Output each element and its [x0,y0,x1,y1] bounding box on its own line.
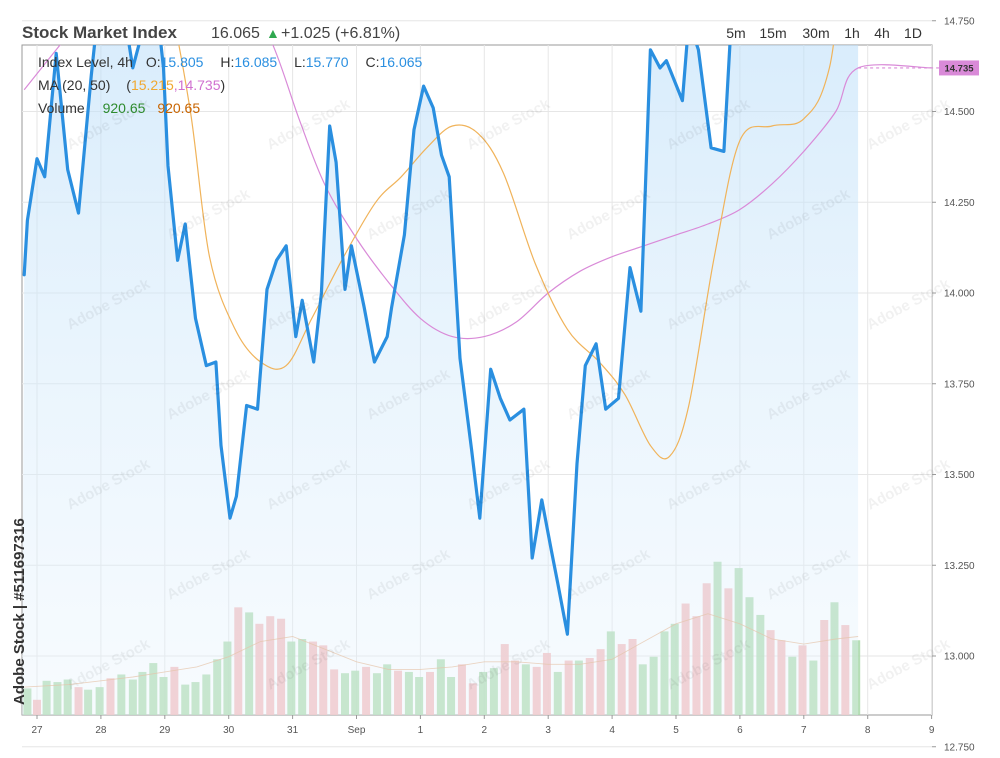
y-tick-label: 13.250 [944,561,975,572]
legend-low-label: L: [294,54,306,70]
price-line-group [22,45,732,636]
chart-title: Stock Market Index [22,23,177,42]
chart-header: Stock Market Index 16.065 ▲ +1.025 (+6.8… [22,23,400,42]
x-tick-label: 31 [287,725,299,736]
legend-volume-label: Volume [38,100,85,116]
legend-high-value: 16.085 [234,54,277,70]
y-tick-label: 12.750 [944,742,975,753]
timeframe-30m-button[interactable]: 30m [802,25,829,41]
x-tick-label: 29 [159,725,171,736]
legend-low-value: 15.770 [306,54,349,70]
up-arrow-icon: ▲ [266,25,280,41]
x-tick-label: 8 [865,725,871,736]
legend-ma-paren-open: ( [126,77,131,93]
x-tick-label: 3 [545,725,551,736]
legend-ma-comma: , [174,77,178,93]
timeframe-15m-button[interactable]: 15m [759,25,786,41]
x-tick-label: 6 [737,725,743,736]
y-tick-label: 14.750 [944,16,975,27]
x-tick-label: 30 [223,725,235,736]
x-tick-label: 4 [609,725,615,736]
timeframe-selector: 5m 15m 30m 1h 4h 1D [726,25,922,41]
y-axis: 16.25016.00015.75015.50015.25015.00014.7… [932,16,975,753]
x-tick-label: 27 [31,725,43,736]
legend-ohlc: Index Level, 4h O:15.805 H:16.085 L:15.7… [38,54,423,70]
ma50-tag-box [939,60,979,76]
legend-open-value: 15.805 [161,54,204,70]
y-tick-label: 14.000 [944,289,975,300]
legend-ma-paren-close: ) [220,77,225,93]
legend: Index Level, 4h O:15.805 H:16.085 L:15.7… [38,54,423,116]
legend-open-label: O: [146,54,161,70]
x-tick-label: 7 [801,725,807,736]
legend-series-label: Index Level, 4h [38,54,133,70]
timeframe-1d-button[interactable]: 1D [904,25,922,41]
x-tick-label: Sep [348,725,366,736]
legend-volume-value-1: 920.65 [103,100,146,116]
legend-close-label: C: [365,54,379,70]
timeframe-1h-button[interactable]: 1h [844,25,860,41]
ma50-tag-label: 14.735 [944,63,974,74]
y-tick-label: 14.250 [944,198,975,209]
x-axis: 27 28 29 30 31 Sep 1 2 3 4 5 6 7 8 9 [31,715,935,736]
timeframe-5m-button[interactable]: 5m [726,25,745,41]
ma20-line [178,45,834,460]
price-change: +1.025 (+6.81%) [281,25,400,42]
x-tick-label: 9 [929,725,935,736]
last-price: 16.065 [211,25,260,42]
legend-ma50-value: 14.735 [178,77,221,93]
side-watermark: Adobe Stock | #511697316 [11,518,28,705]
timeframe-4h-button[interactable]: 4h [874,25,890,41]
y-tick-label: 13.000 [944,652,975,663]
legend-ma20-value: 15.215 [131,77,174,93]
legend-ma: MA (20, 50) (15.215,14.735) [38,77,225,93]
legend-volume-value-2: 920.65 [157,100,200,116]
price-area [22,45,859,715]
x-tick-label: 28 [95,725,107,736]
y-tick-label: 14.500 [944,107,975,118]
y-tick-label: 13.750 [944,379,975,390]
x-tick-label: 5 [673,725,679,736]
price-line [22,45,732,636]
price-tags: 16.00515.21514.735 [858,60,979,76]
y-tick-label: 13.500 [944,470,975,481]
ma50-line [23,45,932,340]
legend-close-value: 16.065 [379,54,422,70]
moving-averages [23,45,932,460]
x-tick-label: 1 [418,725,424,736]
legend-volume: Volume 920.65 920.65 [38,100,200,116]
legend-high-label: H: [220,54,234,70]
price-area-fill [22,45,859,715]
x-tick-label: 2 [482,725,488,736]
legend-ma-label: MA (20, 50) [38,77,110,93]
